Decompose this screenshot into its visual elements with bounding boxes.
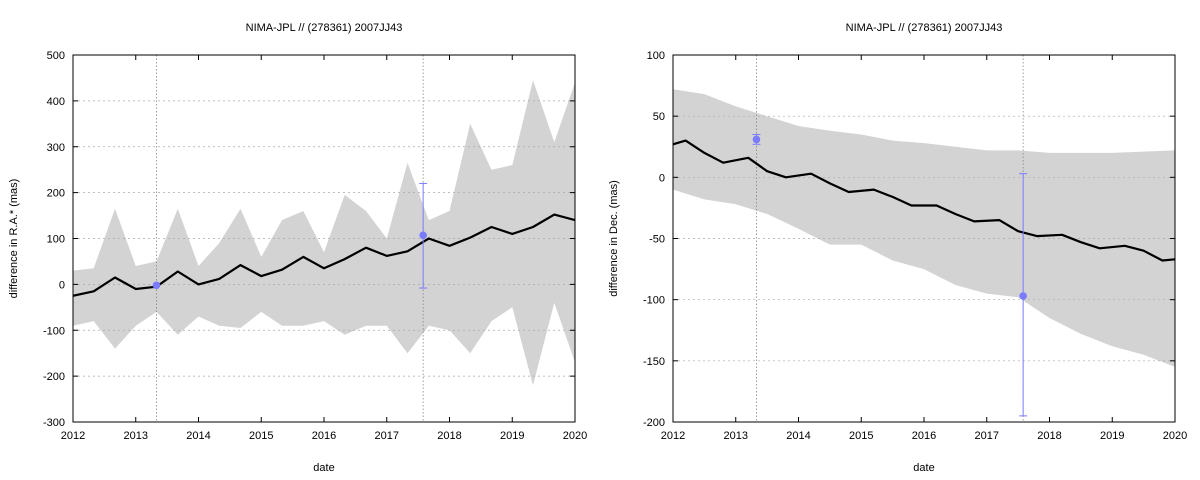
y-tick-label: 50 xyxy=(653,111,665,123)
x-tick-label: 2020 xyxy=(1163,430,1187,442)
x-tick-label: 2018 xyxy=(1037,430,1061,442)
x-axis-label: date xyxy=(313,462,334,474)
y-axis-label: difference in Dec. (mas) xyxy=(608,180,620,297)
observation-point xyxy=(752,135,761,144)
y-tick-label: 0 xyxy=(59,279,65,291)
x-tick-label: 2019 xyxy=(500,430,524,442)
x-axis-label: date xyxy=(913,462,934,474)
y-tick-label: 100 xyxy=(47,234,65,246)
x-tick-label: 2016 xyxy=(312,430,336,442)
x-tick-label: 2017 xyxy=(375,430,399,442)
x-tick-label: 2017 xyxy=(975,430,999,442)
x-tick-label: 2014 xyxy=(186,430,210,442)
y-tick-label: 500 xyxy=(47,50,65,62)
x-tick-label: 2012 xyxy=(61,430,85,442)
x-tick-label: 2013 xyxy=(724,430,748,442)
y-tick-label: -300 xyxy=(43,417,65,429)
y-tick-label: -150 xyxy=(643,356,665,368)
x-tick-label: 2018 xyxy=(437,430,461,442)
y-tick-label: -100 xyxy=(643,295,665,307)
observation-point xyxy=(419,231,427,240)
y-tick-label: -200 xyxy=(43,371,65,383)
y-tick-label: -200 xyxy=(643,417,665,429)
y-tick-label: 300 xyxy=(47,142,65,154)
y-tick-label: -50 xyxy=(649,234,665,246)
chart-title: NIMA-JPL // (278361) 2007JJ43 xyxy=(846,22,1003,34)
uncertainty-band xyxy=(673,89,1175,367)
x-tick-label: 2015 xyxy=(249,430,273,442)
y-axis-label: difference in R.A.* (mas) xyxy=(8,179,20,299)
x-tick-label: 2012 xyxy=(661,430,685,442)
x-tick-label: 2013 xyxy=(124,430,148,442)
uncertainty-band xyxy=(73,80,575,386)
x-tick-label: 2019 xyxy=(1100,430,1124,442)
x-tick-label: 2014 xyxy=(786,430,810,442)
observation-point xyxy=(1019,292,1027,300)
y-tick-label: 200 xyxy=(47,188,65,200)
x-tick-label: 2020 xyxy=(563,430,587,442)
chart-title: NIMA-JPL // (278361) 2007JJ43 xyxy=(246,22,403,34)
y-tick-label: 100 xyxy=(647,50,665,62)
y-tick-label: 0 xyxy=(659,172,665,184)
x-tick-label: 2015 xyxy=(849,430,873,442)
x-tick-label: 2016 xyxy=(912,430,936,442)
y-tick-label: -100 xyxy=(43,325,65,337)
chart-2: 2012 2013 2014 2015 2016 2017 2018 2019 2020 -200… xyxy=(608,22,1187,474)
observation-point xyxy=(152,281,161,290)
y-tick-label: 400 xyxy=(47,96,65,108)
chart-1: 2012 2013 2014 2015 2016 2017 2018 2019 2020 -300… xyxy=(8,22,587,474)
series-line xyxy=(673,139,1175,262)
